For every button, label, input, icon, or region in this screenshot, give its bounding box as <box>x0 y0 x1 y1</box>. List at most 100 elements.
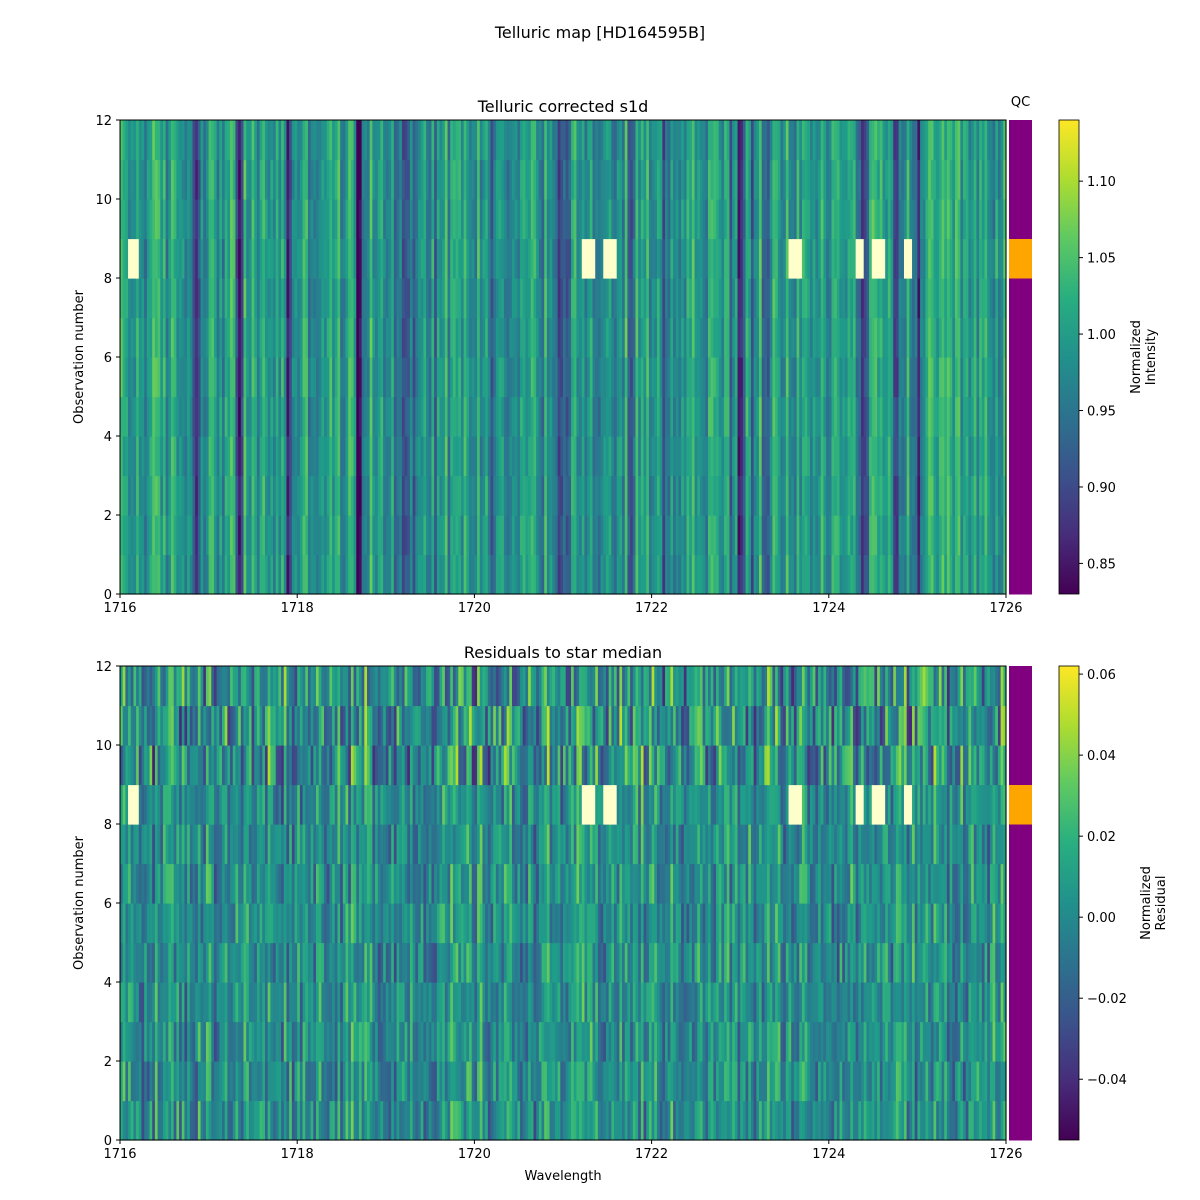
heatmap-cell <box>369 1021 373 1062</box>
heatmap-cell <box>144 357 148 398</box>
heatmap-cell <box>380 396 384 437</box>
heatmap-cell <box>595 238 599 279</box>
heatmap-cell <box>871 317 876 358</box>
heatmap-cell <box>909 554 913 595</box>
heatmap-cell <box>246 317 250 358</box>
heatmap-cell <box>702 554 706 595</box>
heatmap-cell <box>579 159 583 200</box>
heatmap-cell <box>350 396 355 437</box>
heatmap-cell <box>530 120 535 161</box>
heatmap-cell <box>780 396 784 437</box>
heatmap-cell <box>713 238 717 279</box>
heatmap-cell <box>439 1100 443 1141</box>
heatmap-cell <box>912 238 916 279</box>
heatmap-cell <box>528 475 532 516</box>
heatmap-cell <box>463 1061 467 1102</box>
heatmap-cell <box>799 1100 803 1141</box>
heatmap-cell <box>646 278 650 319</box>
heatmap-cell <box>600 357 604 398</box>
heatmap-cell <box>812 317 816 358</box>
x-tick-label: 1726 <box>989 601 1022 616</box>
heatmap-cell <box>619 199 623 240</box>
heatmap-cell <box>589 475 594 516</box>
heatmap-cell <box>772 1100 776 1141</box>
heatmap-cell <box>460 1100 465 1141</box>
heatmap-cell <box>724 317 728 358</box>
heatmap-cell <box>195 475 199 516</box>
heatmap-cell <box>683 317 688 358</box>
heatmap-cell <box>541 515 545 556</box>
heatmap-cell <box>922 475 927 516</box>
heatmap-cell <box>224 357 228 398</box>
heatmap-cell <box>976 238 980 279</box>
heatmap-cell <box>807 1061 811 1102</box>
heatmap-cell <box>463 554 467 595</box>
heatmap-cell <box>563 436 567 477</box>
heatmap-cell <box>938 515 943 556</box>
heatmap-cell <box>243 159 247 200</box>
heatmap-cell <box>152 1021 156 1062</box>
heatmap-cell <box>740 278 744 319</box>
heatmap-cell <box>356 357 360 398</box>
heatmap-cell <box>954 159 959 200</box>
heatmap-cell <box>144 1100 148 1141</box>
heatmap-cell <box>901 317 905 358</box>
heatmap-cell <box>801 159 806 200</box>
heatmap-cell <box>138 1061 143 1102</box>
heatmap-cell <box>640 1061 645 1102</box>
heatmap-cell <box>506 1100 510 1141</box>
heatmap-cell <box>120 120 124 161</box>
heatmap-cell <box>511 159 516 200</box>
heatmap-cell <box>718 199 722 240</box>
heatmap-cell <box>957 554 961 595</box>
heatmap-cell <box>651 1021 655 1062</box>
heatmap-cell <box>834 436 838 477</box>
heatmap-cell <box>337 515 341 556</box>
heatmap-cell <box>463 357 467 398</box>
heatmap-cell <box>399 278 403 319</box>
heatmap-cell <box>788 238 792 279</box>
heatmap-cell <box>670 357 674 398</box>
heatmap-cell <box>732 475 736 516</box>
heatmap-cell <box>748 515 752 556</box>
heatmap-cell <box>869 238 873 279</box>
heatmap-cell <box>976 475 980 516</box>
heatmap-cell <box>377 475 382 516</box>
heatmap-cell <box>726 199 731 240</box>
heatmap-cell <box>1000 1100 1004 1141</box>
heatmap-cell <box>474 1021 478 1062</box>
heatmap-cell <box>772 238 776 279</box>
heatmap-cell <box>485 1061 489 1102</box>
heatmap-cell <box>826 436 830 477</box>
heatmap-cell <box>750 199 755 240</box>
heatmap-cell <box>222 357 226 398</box>
heatmap-cell <box>608 1100 612 1141</box>
heatmap-cell <box>611 120 615 161</box>
heatmap-cell <box>530 1061 535 1102</box>
heatmap-cell <box>329 317 333 358</box>
heatmap-cell <box>361 120 365 161</box>
heatmap-cell <box>388 278 392 319</box>
heatmap-cell <box>576 199 580 240</box>
heatmap-cell <box>659 159 663 200</box>
heatmap-cell <box>332 1021 336 1062</box>
heatmap-cell <box>350 1100 355 1141</box>
heatmap-cell <box>667 515 671 556</box>
heatmap-cell <box>522 238 527 279</box>
heatmap-cell <box>487 238 492 279</box>
heatmap-cell <box>208 436 212 477</box>
heatmap-cell <box>960 120 964 161</box>
heatmap-cell <box>396 317 400 358</box>
heatmap-cell <box>262 1061 266 1102</box>
heatmap-cell <box>442 515 446 556</box>
heatmap-cell <box>807 396 811 437</box>
heatmap-cell <box>528 199 532 240</box>
heatmap-cell <box>989 554 994 595</box>
heatmap-cell <box>176 515 180 556</box>
heatmap-cell <box>673 199 677 240</box>
heatmap-cell <box>866 199 870 240</box>
heatmap-cell <box>444 1100 449 1141</box>
heatmap-cell <box>485 278 489 319</box>
heatmap-cell <box>426 199 430 240</box>
heatmap-cell <box>176 357 180 398</box>
